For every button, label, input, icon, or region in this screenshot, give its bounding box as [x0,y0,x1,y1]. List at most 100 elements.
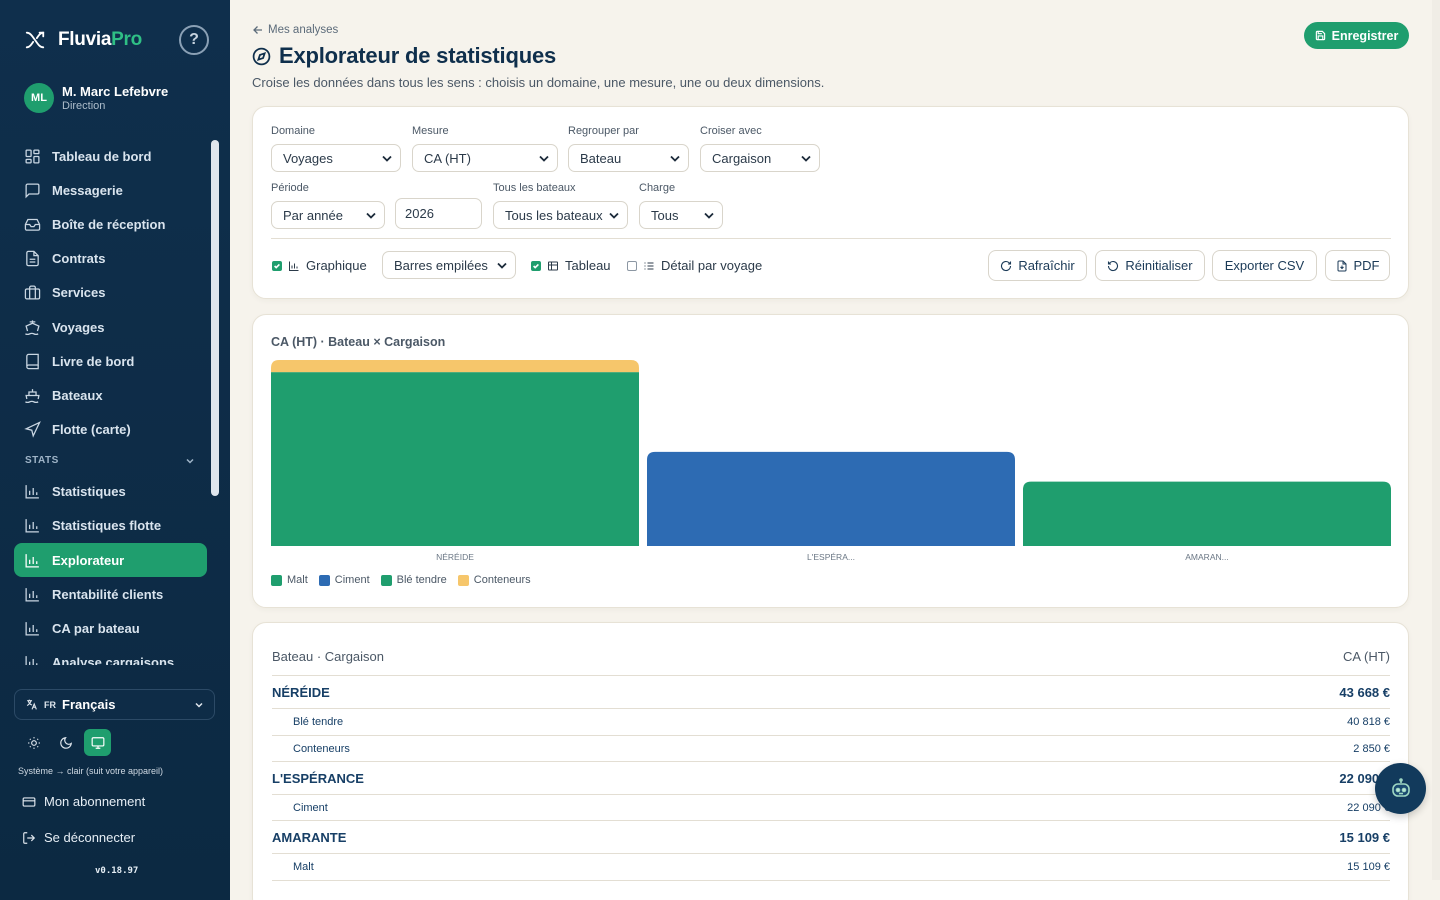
period-select[interactable]: Par année [271,201,385,229]
sidebar-item-fleet-map[interactable]: Flotte (carte) [14,413,207,447]
book-icon [26,353,39,369]
stacked-bar-chart: NÉRÉIDE L'ESPÉRA... AMARAN... [271,360,1391,562]
legend-label: Blé tendre [396,574,447,586]
x-tick-label: AMARAN... [1185,552,1228,562]
user-role: Direction [62,100,106,112]
logout-link[interactable]: Se déconnecter [22,830,135,845]
divider [272,880,1390,881]
sidebar-scrollbar[interactable] [211,140,219,496]
measure-select[interactable]: CA (HT) [412,144,558,172]
legend-item[interactable]: Malt [271,574,308,586]
table-header-right: CA (HT) [1343,649,1390,664]
theme-light-button[interactable] [20,729,47,756]
sidebar-item-dashboard[interactable]: Tableau de bord [14,139,207,173]
table-row: Conteneurs 2 850 € [272,735,1390,762]
page-scrollbar[interactable] [1432,0,1440,880]
brand[interactable]: FluviaPro [24,26,142,54]
user-profile[interactable]: ML M. Marc Lefebvre Direction [24,83,168,113]
assistant-button[interactable] [1375,763,1426,814]
chart-toggle[interactable]: Graphique [272,258,367,273]
sidebar-item-fleet-statistics[interactable]: Statistiques flotte [14,509,207,543]
theme-dark-button[interactable] [52,729,79,756]
chevron-down-icon [366,212,376,219]
detail-toggle[interactable]: Détail par voyage [627,258,762,273]
sidebar: FluviaPro ? ML M. Marc Lefebvre Directio… [0,0,230,900]
sidebar-item-explorer[interactable]: Explorateur [14,543,207,578]
save-icon [1315,30,1325,41]
legend-label: Malt [287,574,308,586]
sidebar-item-statistics[interactable]: Statistiques [14,475,207,509]
language-code: FR [44,699,56,710]
x-tick-label: L'ESPÉRA... [807,552,855,562]
legend-item[interactable]: Blé tendre [380,574,447,586]
bar-chart-icon [289,261,299,271]
sidebar-item-revenue-per-boat[interactable]: CA par bateau [14,611,207,645]
sidebar-item-voyages[interactable]: Voyages [14,310,207,344]
table-row-group[interactable]: NÉRÉIDE 43 668 € [272,675,1390,708]
help-button[interactable]: ? [179,25,209,55]
avatar: ML [24,83,54,113]
legend-swatch [457,574,469,586]
bar-segment[interactable] [271,372,639,546]
sidebar-item-boats[interactable]: Bateaux [14,378,207,412]
legend-swatch [318,574,330,586]
language-label: Français [62,697,116,712]
group-by-select[interactable]: Bateau [568,144,689,172]
chevron-down-icon [704,212,714,219]
language-select[interactable]: FR Français [14,689,215,720]
checkbox-checked[interactable] [531,260,541,271]
sidebar-item-messaging[interactable]: Messagerie [14,173,207,207]
sidebar-item-inbox[interactable]: Boîte de réception [14,207,207,241]
sidebar-item-label: Explorateur [52,552,125,568]
page-title-text: Explorateur de statistiques [279,43,557,68]
sidebar-item-cargo-analysis[interactable]: Analyse cargaisons [14,646,207,665]
sidebar-item-label: CA par bateau [52,621,140,637]
table-row-group[interactable]: AMARANTE 15 109 € [272,820,1390,853]
table-icon [548,261,558,270]
domain-select[interactable]: Voyages [271,144,401,172]
user-name: M. Marc Lefebvre [62,84,169,99]
chevron-down-icon [186,458,194,464]
chevron-down-icon [609,212,619,219]
boat-icon [25,389,40,403]
sidebar-item-contracts[interactable]: Contrats [14,242,207,276]
export-csv-button[interactable]: Exporter CSV [1212,250,1317,281]
sidebar-item-label: Services [52,285,106,301]
pdf-button[interactable]: PDF [1325,250,1390,281]
sidebar-item-logbook[interactable]: Livre de bord [14,344,207,378]
period-label: Période [271,182,309,194]
bar-segment[interactable] [1023,481,1391,546]
sidebar-item-services[interactable]: Services [14,276,207,310]
legend-label: Ciment [334,574,370,586]
theme-system-button[interactable] [84,729,111,756]
sidebar-item-label: Analyse cargaisons [52,655,175,665]
charge-select[interactable]: Tous [639,201,723,229]
table-row: Blé tendre 40 818 € [272,708,1390,735]
year-input[interactable]: 2026 [395,198,482,229]
legend-item[interactable]: Conteneurs [457,574,531,586]
domain-label: Domaine [271,125,316,137]
reset-button[interactable]: Réinitialiser [1095,250,1205,281]
save-button[interactable]: Enregistrer [1304,22,1409,49]
filters-card: Domaine Voyages Mesure CA (HT) Regrouper… [252,106,1409,299]
legend-item[interactable]: Ciment [318,574,370,586]
theme-note: Système → clair (suit votre appareil) [18,766,164,776]
subscription-link[interactable]: Mon abonnement [22,794,145,809]
boats-select[interactable]: Tous les bateaux [493,201,628,229]
table-toggle[interactable]: Tableau [531,258,611,273]
bar-segment[interactable] [647,451,1015,546]
table-row-group[interactable]: L'ESPÉRANCE 22 090 € [272,761,1390,794]
group-by-label: Regrouper par [568,125,639,137]
cross-with-select[interactable]: Cargaison [700,144,820,172]
back-link[interactable]: Mes analyses [253,24,338,36]
bar-segment[interactable] [271,360,639,373]
checkbox-unchecked[interactable] [627,260,637,271]
checkbox-checked[interactable] [272,260,282,271]
table-header-left: Bateau · Cargaison [272,649,385,664]
nav-section-stats[interactable]: STATS [14,447,207,475]
sidebar-item-label: Messagerie [52,182,123,198]
legend-label: Conteneurs [473,574,531,586]
chart-type-select[interactable]: Barres empilées [382,251,516,279]
sidebar-item-client-profitability[interactable]: Rentabilité clients [14,577,207,611]
refresh-button[interactable]: Rafraîchir [988,250,1087,281]
